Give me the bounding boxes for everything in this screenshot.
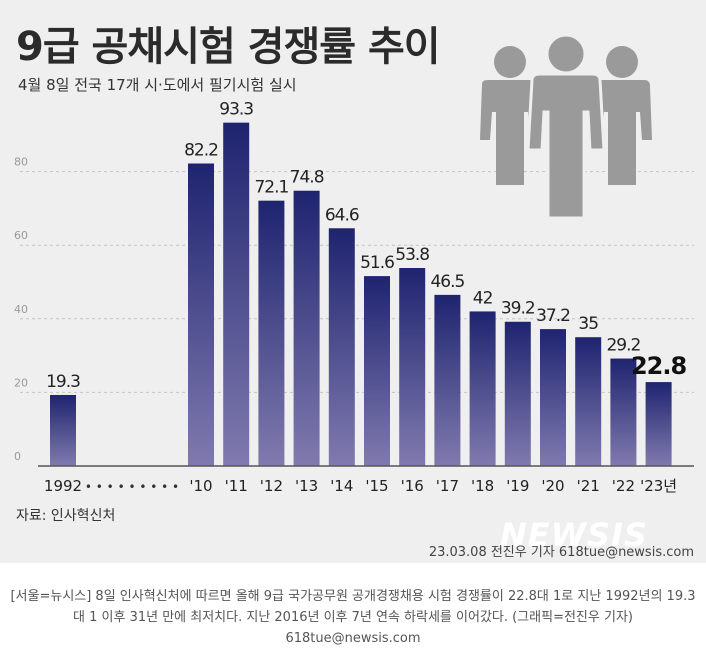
bar (50, 394, 76, 466)
bar (328, 228, 355, 466)
value-labels: 19.3 82.2 93.3 72.1 74.864.6 51.6 53.846.5 42 39… (46, 100, 687, 392)
photo-caption: [서울=뉴시스] 8일 인사혁신처에 따르면 올해 9급 국가공무원 공개경쟁채… (10, 589, 696, 646)
x-tick-label: '17 (436, 477, 459, 495)
bar (645, 382, 672, 466)
bar (610, 358, 637, 466)
x-tick-label: '12 (260, 477, 283, 495)
bar-value-label: 51.6 (360, 253, 394, 273)
bar-value-label: 93.3 (219, 100, 253, 120)
people-group-icon (480, 33, 652, 220)
x-tick-label: '22 (612, 477, 635, 495)
chart-title: 9급 공채시험 경쟁률 추이 (16, 24, 441, 70)
x-tick-label: '14 (330, 477, 353, 495)
bar (540, 329, 566, 466)
bar (469, 311, 496, 466)
axis-gap-marker: • • • • • • • • • (85, 480, 179, 494)
bar (188, 163, 214, 466)
source-note: 자료: 인사혁신처 (16, 508, 116, 524)
bar-value-label: 39.2 (501, 299, 535, 319)
graphic-credit: 23.03.08 전진우 기자 618tue@newsis.com (428, 545, 694, 560)
x-tick-label: '21 (577, 477, 600, 495)
bar (293, 190, 320, 466)
x-tick-label: '20 (541, 477, 564, 495)
bar-value-label: 53.8 (395, 245, 429, 265)
y-tick-label: 20 (14, 376, 28, 389)
bar-value-label: 82.2 (184, 141, 218, 161)
x-tick-label: '18 (471, 477, 494, 495)
bar-value-label: 22.8 (631, 352, 687, 380)
bar (364, 276, 390, 466)
bars (50, 122, 672, 466)
bar-value-label: 35 (578, 314, 598, 334)
bar-value-label: 64.6 (325, 205, 359, 225)
y-tick-label: 60 (14, 229, 28, 242)
bar (504, 321, 531, 466)
x-tick-label: '10 (189, 477, 212, 495)
y-tick-label: 80 (14, 156, 28, 169)
bar (434, 294, 461, 466)
bar-value-label: 72.1 (254, 178, 288, 198)
bar (399, 268, 426, 466)
x-tick-label: '19 (506, 477, 529, 495)
chart-subtitle: 4월 8일 전국 17개 시·도에서 필기시험 실시 (18, 76, 297, 94)
bar (575, 337, 602, 466)
x-tick-label: '13 (295, 477, 318, 495)
newsis-watermark: NEWSIS (500, 516, 648, 554)
chart-canvas: 0 20 40 60 80 19.3 82.2 93.3 72.1 74.864.6 51.6 53… (14, 33, 694, 495)
x-tick-label: 1992 (44, 477, 82, 495)
x-tick-label: '15 (365, 477, 388, 495)
x-tick-labels: 1992 '10 '11 '12 '13 '14 '15 '16 '17 '18 '19 '20 '21… (44, 477, 677, 495)
bar-value-label: 37.2 (536, 306, 570, 326)
bar (258, 200, 285, 466)
x-tick-label: '23년 (640, 477, 677, 495)
y-tick-label: 0 (14, 450, 21, 463)
x-tick-label: '16 (401, 477, 424, 495)
x-tick-label: '11 (225, 477, 248, 495)
bar (223, 122, 250, 466)
bar-value-label: 42 (473, 288, 493, 308)
grid-lines: 0 20 40 60 80 (14, 156, 694, 463)
y-tick-label: 40 (14, 303, 28, 316)
bar-value-label: 74.8 (290, 168, 324, 188)
bar-value-label: 46.5 (430, 272, 464, 292)
bar-value-label: 19.3 (46, 372, 80, 392)
bar-value-label: 29.2 (606, 336, 640, 356)
